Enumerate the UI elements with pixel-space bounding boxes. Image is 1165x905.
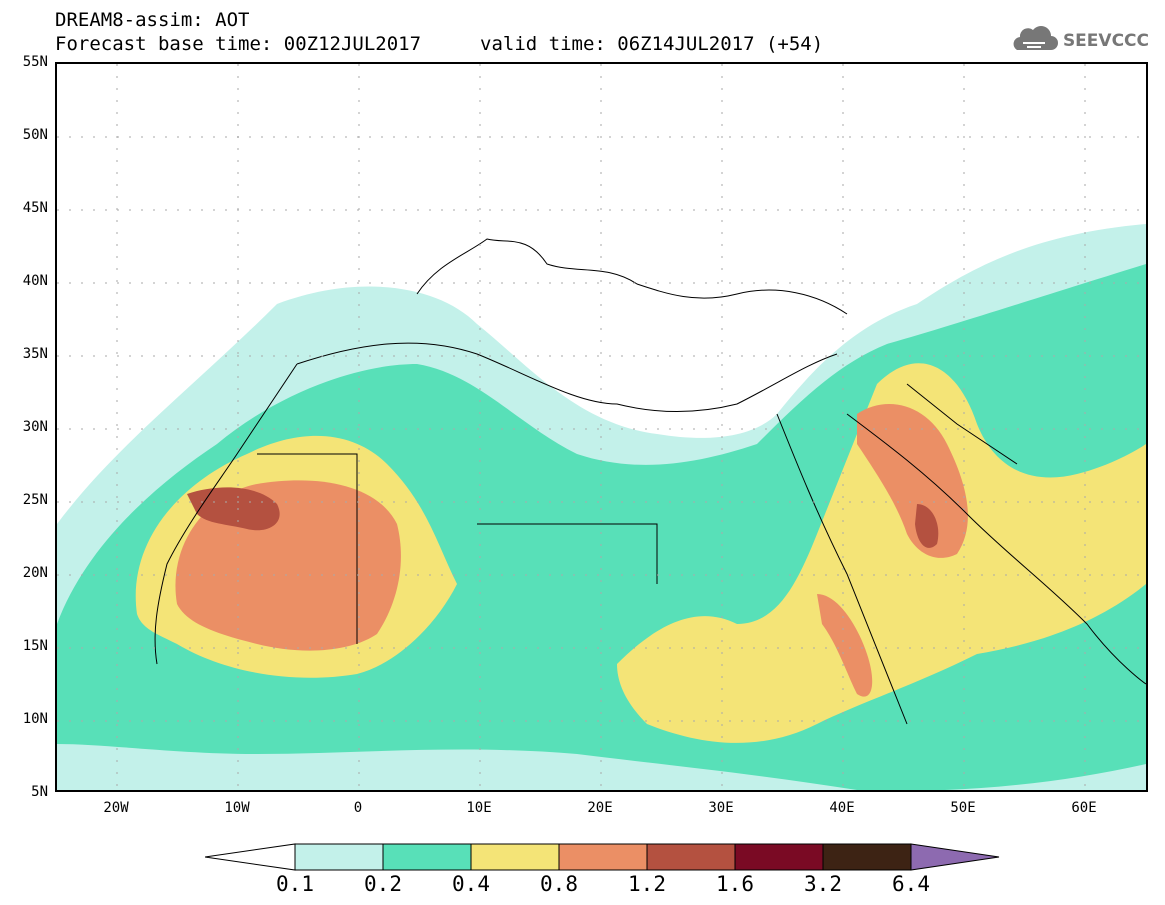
colorbar-label-0-4: 0.4 <box>452 872 490 896</box>
lat-label-40n: 40N <box>22 273 48 289</box>
arabia-coast <box>846 413 1146 685</box>
graticule <box>57 64 1146 790</box>
colorbar-under-arrow <box>205 843 296 871</box>
lat-label-20n: 20N <box>22 565 48 581</box>
contour-red-sahara <box>187 487 280 531</box>
colorbar-label-3-2: 3.2 <box>804 872 842 896</box>
lat-label-50n: 50N <box>22 127 48 143</box>
lon-label-0: 0 <box>353 800 363 816</box>
border-3 <box>906 383 1018 465</box>
lon-label-30e: 30E <box>708 800 734 816</box>
lat-label-30n: 30N <box>22 419 48 435</box>
lon-label-40e: 40E <box>829 800 855 816</box>
lon-label-60e: 60E <box>1071 800 1097 816</box>
colorbar-label-0-2: 0.2 <box>364 872 402 896</box>
colorbar-label-0-8: 0.8 <box>540 872 578 896</box>
lat-label-15n: 15N <box>22 638 48 654</box>
colorbar-label-1-6: 1.6 <box>716 872 754 896</box>
coastlines <box>154 238 1146 725</box>
lat-label-35n: 35N <box>22 346 48 362</box>
lat-label-10n: 10N <box>22 711 48 727</box>
seevccc-logo: SEEVCCC <box>1009 24 1149 58</box>
colorbar-label-6-4: 6.4 <box>892 872 930 896</box>
colorbar-over-arrow <box>910 843 1000 871</box>
colorbar-label-1-2: 1.2 <box>628 872 666 896</box>
colorbar-bin-0-1-0-2 <box>294 843 384 871</box>
cloud-icon <box>1009 24 1059 58</box>
colorbar-bin-3-2-6-4 <box>822 843 912 871</box>
africa-coast-west <box>154 363 298 665</box>
border-1 <box>257 453 358 644</box>
aot-contours <box>57 224 1146 790</box>
lon-label-20w: 20W <box>103 800 129 816</box>
lat-label-55n: 55N <box>22 54 48 70</box>
colorbar-bin-0-4-0-8 <box>470 843 560 871</box>
map-frame <box>55 62 1148 792</box>
colorbar-bin-1-6-3-2 <box>734 843 824 871</box>
colorbar-bin-0-8-1-2 <box>558 843 648 871</box>
lon-label-10w: 10W <box>224 800 250 816</box>
contour-orange-redsea <box>817 594 873 697</box>
border-2 <box>477 523 658 584</box>
colorbar-bin-0-2-0-4 <box>382 843 472 871</box>
africa-coast-north <box>296 342 838 412</box>
valid-time: valid time: 06Z14JUL2017 (+54) <box>480 33 824 55</box>
aot-map <box>57 64 1146 790</box>
contour-red-iraq <box>915 504 939 548</box>
colorbar <box>205 843 1000 871</box>
colorbar-label-0-1: 0.1 <box>276 872 314 896</box>
contour-yellow-east <box>617 363 1146 743</box>
lat-label-45n: 45N <box>22 200 48 216</box>
map-title: DREAM8-assim: AOT <box>55 9 250 31</box>
mediterranean-coast-north <box>416 238 848 315</box>
colorbar-bin-1-2-1-6 <box>646 843 736 871</box>
lat-label-25n: 25N <box>22 492 48 508</box>
lat-label-5n: 5N <box>31 784 48 800</box>
lon-label-10e: 10E <box>466 800 492 816</box>
logo-text: SEEVCCC <box>1062 31 1149 51</box>
forecast-base-time: Forecast base time: 00Z12JUL2017 <box>55 33 422 55</box>
lon-label-50e: 50E <box>950 800 976 816</box>
red-sea-coast <box>776 413 908 725</box>
lon-label-20e: 20E <box>587 800 613 816</box>
